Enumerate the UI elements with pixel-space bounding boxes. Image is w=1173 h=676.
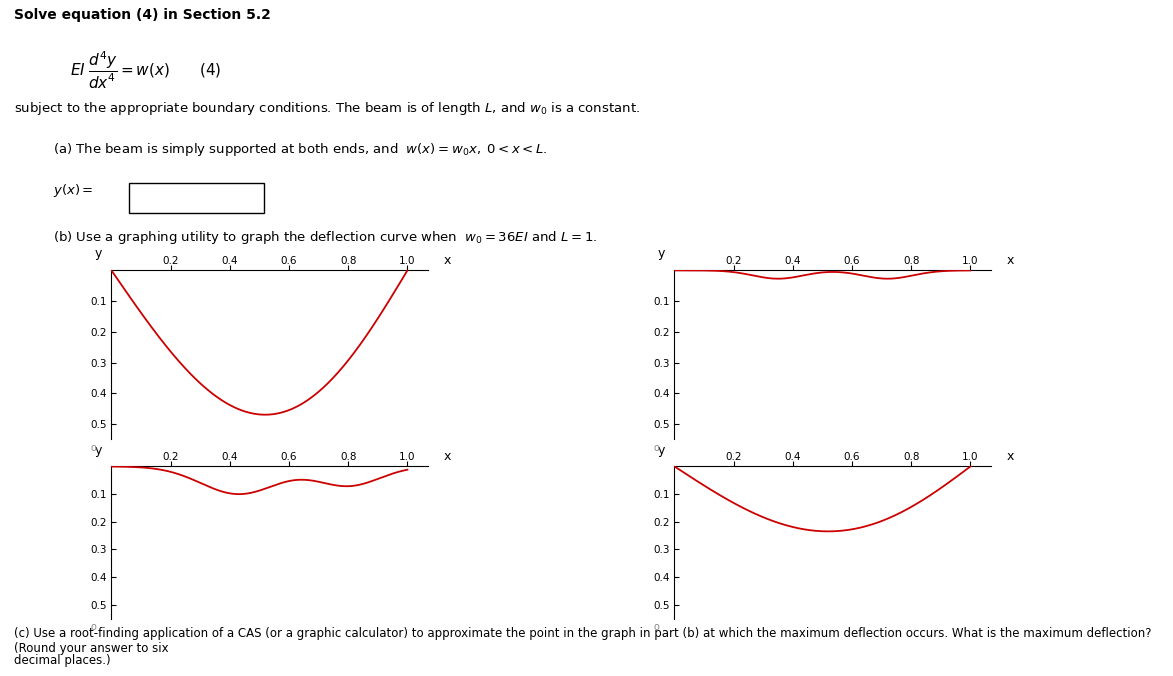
Text: subject to the appropriate boundary conditions. The beam is of length $L$, and $: subject to the appropriate boundary cond… <box>14 100 640 117</box>
Text: y: y <box>95 247 102 260</box>
Text: $y(x) =$: $y(x) =$ <box>53 183 94 199</box>
Text: x: x <box>1006 450 1015 464</box>
Text: x: x <box>443 254 452 267</box>
Text: x: x <box>443 450 452 464</box>
Text: (b) Use a graphing utility to graph the deflection curve when  $w_0 = 36EI$ and : (b) Use a graphing utility to graph the … <box>53 229 597 246</box>
Text: (c) Use a root-finding application of a CAS (or a graphic calculator) to approxi: (c) Use a root-finding application of a … <box>14 627 1152 655</box>
FancyBboxPatch shape <box>129 183 264 214</box>
Text: y: y <box>95 444 102 457</box>
Text: y: y <box>658 247 665 260</box>
Text: x: x <box>1006 254 1015 267</box>
Text: (a) The beam is simply supported at both ends, and  $w(x) = w_0x,\;0 < x < L$.: (a) The beam is simply supported at both… <box>53 141 547 158</box>
Text: o: o <box>653 622 660 631</box>
Text: o: o <box>90 622 97 631</box>
Text: o: o <box>653 443 660 452</box>
Text: y: y <box>658 444 665 457</box>
Text: decimal places.): decimal places.) <box>14 654 110 667</box>
Text: Solve equation (4) in Section 5.2: Solve equation (4) in Section 5.2 <box>14 8 271 22</box>
Text: o: o <box>90 443 97 452</box>
Text: $EI\;\dfrac{d^4y}{dx^4} = w(x)$$\quad\quad$(4): $EI\;\dfrac{d^4y}{dx^4} = w(x)$$\quad\qu… <box>70 49 222 91</box>
